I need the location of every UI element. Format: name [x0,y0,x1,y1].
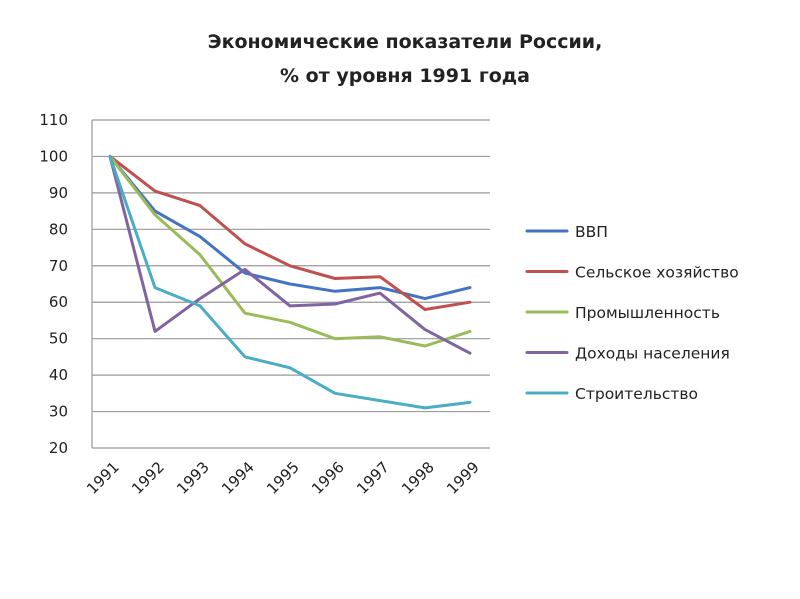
legend-label: Сельское хозяйство [575,264,739,282]
y-tick-label: 110 [39,111,68,129]
legend: ВВП Сельское хозяйство Промышленность Доход… [525,223,739,403]
y-tick-label: 40 [49,366,68,384]
legend-label: Промышленность [575,304,720,322]
x-tick-label: 1997 [353,458,393,498]
x-tick-label: 1999 [443,458,483,498]
x-tick-label: 1996 [308,458,348,498]
legend-label: Строительство [575,385,698,403]
series-line-1 [108,154,472,301]
chart-title-line-1: Экономические показатели России, [208,31,603,53]
y-tick-label: 100 [39,147,68,165]
series-line-5 [108,154,472,410]
y-tick-label: 60 [49,293,68,311]
legend-label: ВВП [575,223,608,241]
x-tick-label: 1998 [398,458,438,498]
y-tick-label: 90 [49,184,68,202]
series-line-3 [108,154,472,348]
x-tick-label: 1995 [263,458,303,498]
legend-label: Доходы населения [575,345,730,363]
x-axis-tick-labels: 1991 1992 1993 1994 1995 1996 1997 1998 1999 [83,458,483,498]
y-tick-label: 50 [49,330,68,348]
y-tick-label: 30 [49,403,68,421]
chart-title: Экономические показатели России, % от ур… [208,31,603,87]
x-tick-label: 1992 [128,458,168,498]
y-tick-label: 80 [49,220,68,238]
series-line-4 [108,154,472,355]
series-lines [108,154,472,410]
y-axis-tick-labels: 20 30 40 50 60 70 80 90 100 110 [39,111,68,457]
x-tick-label: 1991 [83,458,123,498]
y-tick-label: 20 [49,439,68,457]
y-tick-label: 70 [49,257,68,275]
x-tick-label: 1993 [173,458,213,498]
series-line-2 [108,154,472,311]
x-tick-label: 1994 [218,458,258,498]
chart-title-line-2: % от уровня 1991 года [280,65,530,87]
